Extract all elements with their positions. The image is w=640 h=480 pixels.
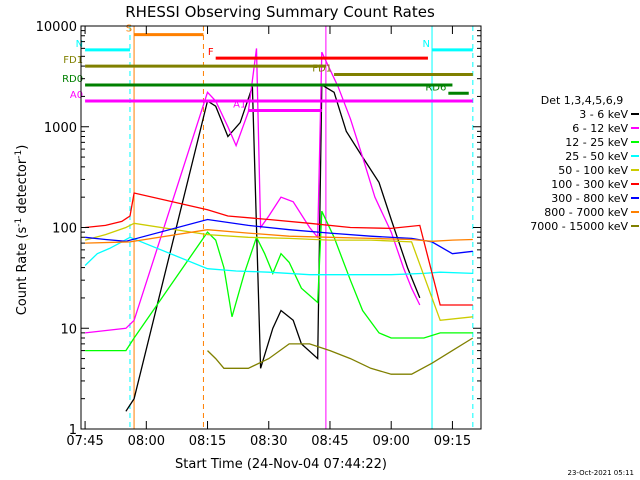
segment-label-3: F [208, 47, 214, 58]
legend-title: Det 1,3,4,5,6,9 [541, 94, 624, 107]
y-axis-label-sup2: -1 [14, 150, 24, 159]
legend-entry-8: 7000 - 15000 keV [530, 220, 628, 233]
timestamp: 23-Oct-2021 05:11 [568, 469, 634, 477]
segment-label-8: A0 [70, 90, 83, 101]
series-line-4 [84, 222, 473, 322]
series-line-5 [85, 192, 473, 306]
y-axis-label-main: Count Rate (s [15, 227, 30, 316]
legend-entry-6: 300 - 800 keV [551, 192, 628, 205]
legend-entry-4: 50 - 100 keV [558, 164, 628, 177]
y-axis-label-sup1: -1 [14, 218, 24, 227]
y-tick-label-2: 100 [52, 222, 77, 237]
y-axis-label-end: ) [15, 145, 30, 150]
legend-entry-0: 3 - 6 keV [579, 108, 628, 121]
series-line-0 [125, 83, 421, 412]
segment-label-5: FD1 [312, 64, 332, 75]
series-line-8 [207, 337, 474, 375]
segment-label-0: S [126, 24, 132, 35]
y-tick-label-1: 10 [60, 322, 77, 337]
legend-entry-7: 800 - 7000 keV [544, 206, 628, 219]
segment-label-4: FD1 [63, 55, 83, 66]
segment-label-9: A1 [233, 99, 246, 110]
x-tick-label-1: 08:00 [128, 434, 165, 449]
legend-entry-5: 100 - 300 keV [551, 178, 628, 191]
x-axis-label: Start Time (24-Nov-04 07:44:22) [175, 457, 387, 472]
x-tick-label-6: 09:15 [434, 434, 471, 449]
y-tick-label-4: 10000 [36, 20, 77, 35]
series-line-2 [85, 210, 473, 352]
y-axis-label: Count Rate (s-1 detector-1) [14, 145, 30, 316]
x-tick-label-2: 08:15 [189, 434, 226, 449]
x-tick-label-4: 08:45 [311, 434, 348, 449]
segment-label-1: N [76, 39, 83, 50]
legend-entry-1: 6 - 12 keV [572, 122, 628, 135]
series-line-3 [84, 236, 473, 276]
x-axis: 07:45 08:00 08:15 08:30 08:45 09:00 09:15 [66, 26, 471, 449]
segment-label-6: RD0 [62, 74, 83, 85]
y-axis-label-mid: detector [15, 158, 30, 218]
legend-entry-3: 25 - 50 keV [565, 150, 628, 163]
x-tick-label-3: 08:30 [250, 434, 287, 449]
legend-entry-2: 12 - 25 keV [565, 136, 628, 149]
x-tick-label-5: 09:00 [372, 434, 409, 449]
segment-label-2: N [423, 39, 430, 50]
series-line-6 [85, 218, 473, 255]
y-axis: 1 10 100 1000 10000 [36, 20, 481, 438]
y-tick-label-3: 1000 [44, 121, 77, 136]
series-line-7 [85, 229, 473, 244]
x-tick-label-0: 07:45 [66, 434, 103, 449]
chart-title: RHESSI Observing Summary Count Rates [125, 3, 435, 21]
segment-label-7: RD6 [425, 82, 446, 93]
plot-area: S N N F FD1 FD1 RD0 RD6 A0 A1 [62, 24, 474, 429]
y-tick-label-0: 1 [69, 423, 77, 438]
